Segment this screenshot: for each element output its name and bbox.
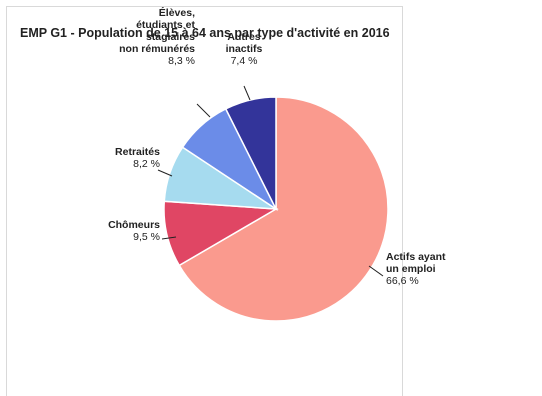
slice-category: inactifs [226,43,263,55]
slice-category: Actifs ayant [386,251,446,263]
slice-value: 7,4 % [231,55,258,67]
slice-category: non rémunérés [119,43,195,55]
leader-line [161,236,177,240]
slice-category: Chômeurs [108,219,160,231]
slice-category: étudiants et [136,19,195,31]
leader-line [157,169,173,177]
leader-line [243,85,251,101]
leader-line [368,265,384,277]
slice-category: un emploi [386,263,436,275]
chart-title: EMP G1 - Population de 15 à 64 ans par t… [20,26,390,40]
slice-value: 8,2 % [133,158,160,170]
slice-label: Autres inactifs 7,4 % [226,31,263,67]
slice-value: 9,5 % [133,231,160,243]
pie-slice[interactable] [224,96,277,210]
slice-category: Autres [227,31,260,43]
slice-label: Actifs ayant un emploi 66,6 % [386,251,446,287]
chart-frame [6,6,403,396]
slice-category: Élèves, [159,6,195,19]
slice-label: Retraités 8,2 % [115,146,160,170]
pie-slice[interactable] [178,96,389,322]
leader-line [196,103,211,118]
slice-category: stagiaires [146,31,195,43]
slice-value: 8,3 % [168,55,195,67]
slice-label: Chômeurs 9,5 % [108,219,160,243]
slice-label: Élèves, étudiants et stagiaires non rémunér… [119,6,195,67]
slice-value: 66,6 % [386,275,419,287]
slice-category: Retraités [115,146,160,158]
